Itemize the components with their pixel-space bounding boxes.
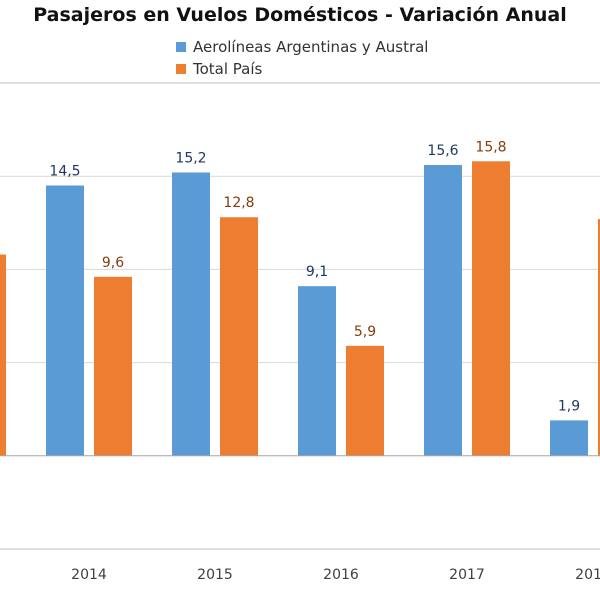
data-label-total-pais: 5,9 xyxy=(354,324,376,340)
x-tick-label: 2015 xyxy=(197,567,233,583)
chart-title: Pasajeros en Vuelos Domésticos - Variaci… xyxy=(33,4,567,26)
chart-legend: Aerolíneas Argentinas y Austral Total Pa… xyxy=(176,36,428,80)
legend-item-total-pais: Total País xyxy=(176,58,428,80)
bar-aerolineas xyxy=(298,286,336,456)
data-label-aerolineas: 9,1 xyxy=(306,264,328,280)
x-tick-label: 2018 xyxy=(575,567,600,583)
bar-total-pais xyxy=(346,345,384,456)
bar-total-pais xyxy=(598,219,600,456)
bar-aerolineas xyxy=(46,185,84,456)
bar-total-pais xyxy=(0,254,6,456)
bar-aerolineas xyxy=(424,165,462,456)
data-label-total-pais: 15,8 xyxy=(475,139,506,155)
legend-swatch-aerolineas xyxy=(176,42,186,52)
data-label-aerolineas: 14,5 xyxy=(49,164,80,180)
legend-label-total-pais: Total País xyxy=(193,60,263,78)
bar-total-pais xyxy=(220,217,258,456)
data-label-aerolineas: 1,9 xyxy=(558,398,580,414)
bar-aerolineas xyxy=(550,420,588,456)
data-label-aerolineas: 15,6 xyxy=(427,143,458,159)
x-tick-label: 2017 xyxy=(449,567,485,583)
data-label-aerolineas: 15,2 xyxy=(175,150,206,166)
data-label-total-pais: 9,6 xyxy=(102,255,124,271)
bar-aerolineas xyxy=(172,172,210,456)
legend-item-aerolineas: Aerolíneas Argentinas y Austral xyxy=(176,36,428,58)
x-tick-label: 2014 xyxy=(71,567,107,583)
legend-swatch-total-pais xyxy=(176,64,186,74)
x-tick-label: 2016 xyxy=(323,567,359,583)
bar-total-pais xyxy=(472,161,510,456)
data-label-total-pais: 12,8 xyxy=(223,195,254,211)
legend-label-aerolineas: Aerolíneas Argentinas y Austral xyxy=(193,38,429,56)
bar-total-pais xyxy=(94,276,132,456)
